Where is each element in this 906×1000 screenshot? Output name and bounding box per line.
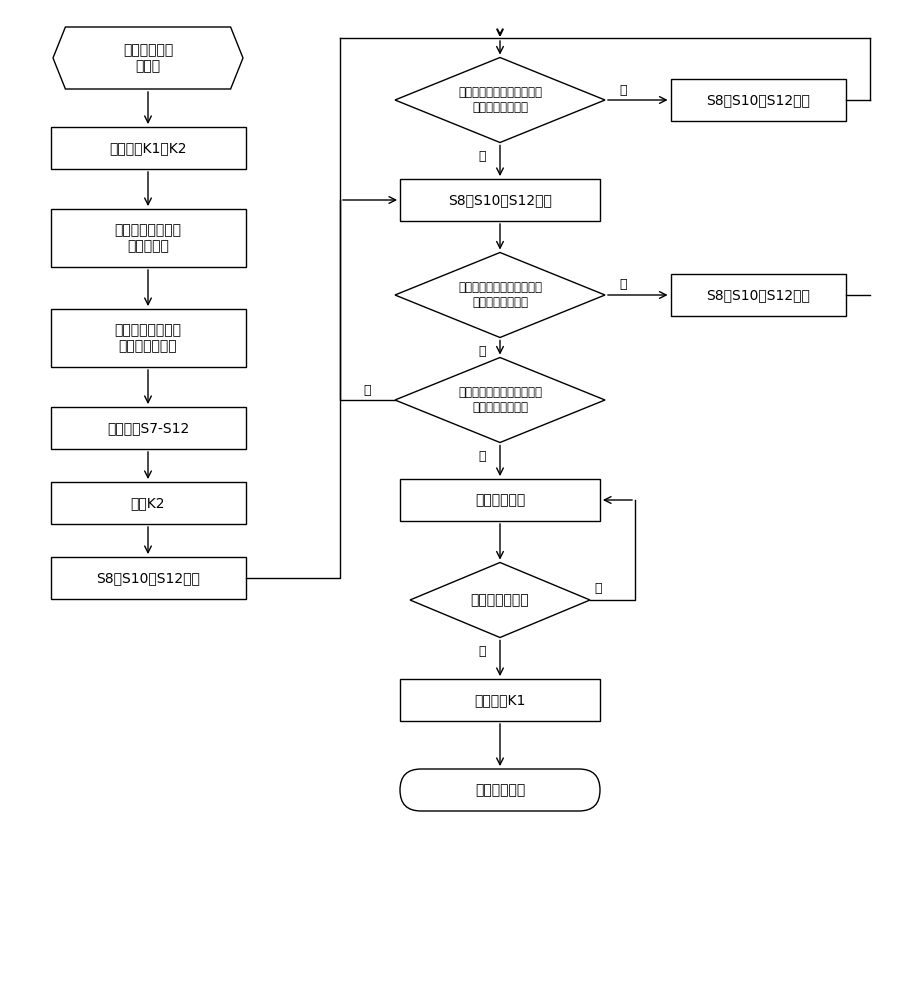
- Bar: [51, 209, 246, 267]
- Bar: [51, 309, 246, 367]
- Text: 否: 否: [478, 345, 486, 358]
- Text: 启动三相全控型电
网侧变流器: 启动三相全控型电 网侧变流器: [114, 223, 181, 253]
- Text: 闭合开关K1: 闭合开关K1: [475, 693, 525, 707]
- Bar: [51, 407, 246, 449]
- Text: 是: 是: [363, 383, 371, 396]
- Text: 闭合K2: 闭合K2: [130, 496, 165, 510]
- Bar: [51, 482, 246, 524]
- Text: 控制绕组电流绝对值的平均
值大于设定值上限: 控制绕组电流绝对值的平均 值大于设定值上限: [458, 86, 542, 114]
- Text: S8，S10和S12关断: S8，S10和S12关断: [706, 93, 810, 107]
- Text: 控制绕组电流绝对值的平均
值大于设定值上限: 控制绕组电流绝对值的平均 值大于设定值上限: [458, 281, 542, 309]
- Bar: [400, 479, 600, 521]
- Text: 关断器件S7-S12: 关断器件S7-S12: [107, 421, 189, 435]
- Bar: [51, 127, 246, 169]
- Bar: [51, 557, 246, 599]
- Text: 系统控制单元
初始化: 系统控制单元 初始化: [123, 43, 173, 73]
- Text: S8，S10和S12关断: S8，S10和S12关断: [706, 288, 810, 302]
- Text: 否: 否: [478, 150, 486, 163]
- Text: 电阻达到最小值: 电阻达到最小值: [471, 593, 529, 607]
- Bar: [670, 79, 845, 121]
- Text: 否: 否: [594, 582, 602, 594]
- Text: 减少可调电阻: 减少可调电阻: [475, 493, 525, 507]
- Text: 否: 否: [478, 450, 486, 463]
- Text: 是: 是: [619, 278, 627, 292]
- Bar: [400, 179, 600, 221]
- Text: 断开开关K1和K2: 断开开关K1和K2: [110, 141, 187, 155]
- Text: S8，S10和S12导通: S8，S10和S12导通: [96, 571, 200, 585]
- Text: 电网侧变流器输出
电压达到额定值: 电网侧变流器输出 电压达到额定值: [114, 323, 181, 353]
- Text: 转入正常运行: 转入正常运行: [475, 783, 525, 797]
- Text: 控制绕组电流绝对值的平均
值大于设定值下限: 控制绕组电流绝对值的平均 值大于设定值下限: [458, 386, 542, 414]
- Bar: [670, 274, 845, 316]
- Text: 是: 是: [478, 645, 486, 658]
- Text: S8，S10和S12导通: S8，S10和S12导通: [448, 193, 552, 207]
- Bar: [400, 679, 600, 721]
- Text: 是: 是: [619, 84, 627, 97]
